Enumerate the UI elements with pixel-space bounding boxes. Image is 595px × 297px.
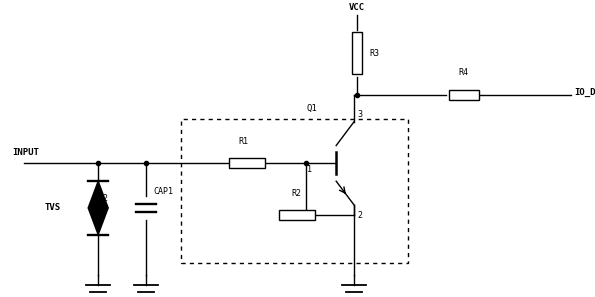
- Text: 1: 1: [308, 165, 312, 174]
- Text: IO_DET: IO_DET: [574, 88, 595, 97]
- Text: VCC: VCC: [349, 3, 365, 12]
- Text: 3: 3: [357, 110, 362, 119]
- Text: R4: R4: [458, 68, 468, 77]
- Polygon shape: [88, 181, 108, 208]
- Text: INPUT: INPUT: [12, 148, 39, 157]
- Text: TVS: TVS: [45, 203, 61, 212]
- Text: R3: R3: [369, 49, 379, 58]
- Polygon shape: [88, 208, 108, 235]
- Text: Q1: Q1: [307, 104, 318, 113]
- Text: CAP1: CAP1: [153, 187, 173, 196]
- Text: 2: 2: [103, 195, 108, 203]
- Bar: [229, 158, 265, 168]
- Bar: [181, 119, 408, 263]
- Bar: [352, 32, 362, 75]
- Bar: [449, 90, 479, 100]
- Text: R1: R1: [238, 137, 248, 146]
- Text: R2: R2: [292, 189, 302, 198]
- Bar: [280, 210, 315, 220]
- Text: 2: 2: [357, 211, 362, 220]
